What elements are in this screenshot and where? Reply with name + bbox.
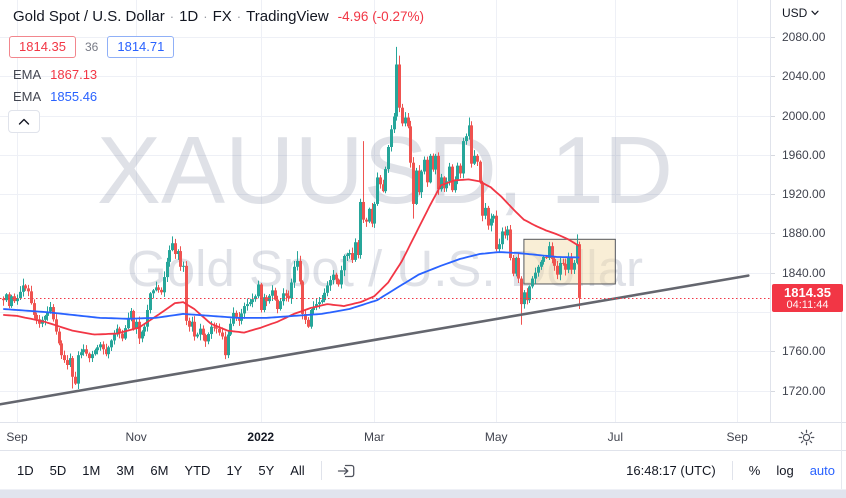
price-axis-label: 1920.00 bbox=[782, 187, 826, 202]
range-button-6m[interactable]: 6M bbox=[150, 463, 169, 478]
price-axis-label: 1880.00 bbox=[782, 226, 826, 241]
price-change: -4.96 (-0.27%) bbox=[337, 9, 424, 24]
time-axis[interactable]: Sep Nov 2022 Mar May Jul Sep bbox=[0, 422, 846, 451]
settings-sun-icon bbox=[798, 429, 814, 446]
price-tick bbox=[771, 37, 775, 38]
range-button-1m[interactable]: 1M bbox=[82, 463, 101, 478]
clock-utc[interactable]: 16:48:17 (UTC) bbox=[626, 463, 716, 478]
separator-dot: · bbox=[203, 9, 208, 24]
price-axis-label: 1720.00 bbox=[782, 383, 826, 398]
price-axis-label: 2080.00 bbox=[782, 30, 826, 44]
chevron-down-icon bbox=[811, 10, 819, 16]
price-tick bbox=[771, 273, 775, 274]
indicator-label: EMA bbox=[13, 67, 42, 82]
spread-value: 36 bbox=[85, 40, 99, 54]
toolbar-divider bbox=[731, 461, 733, 480]
range-button-5d[interactable]: 5D bbox=[49, 463, 67, 478]
price-axis-label: 2040.00 bbox=[782, 69, 826, 84]
last-price-tag: 1814.35 04:11:44 bbox=[772, 284, 843, 312]
trend-line[interactable] bbox=[0, 274, 750, 406]
range-button-1y[interactable]: 1Y bbox=[226, 463, 243, 478]
separator-dot: · bbox=[236, 9, 242, 24]
toolbar-divider bbox=[320, 461, 322, 480]
range-button-1d[interactable]: 1D bbox=[17, 463, 34, 478]
range-button-ytd[interactable]: YTD bbox=[184, 463, 211, 478]
price-tick bbox=[771, 116, 775, 117]
price-tick bbox=[771, 194, 775, 195]
indicator-value: 1855.46 bbox=[50, 89, 98, 104]
last-price-value: 1814.35 bbox=[784, 285, 831, 300]
bar-countdown: 04:11:44 bbox=[786, 299, 829, 311]
time-axis-label: May bbox=[484, 430, 508, 444]
exchange-label[interactable]: FX bbox=[212, 8, 232, 25]
window-edge-strip bbox=[0, 489, 846, 498]
bottom-toolbar: 1D 5D 1M 3M 6M YTD 1Y 5Y All 16:48:17 (UTC) % lo… bbox=[0, 450, 846, 490]
separator-dot: · bbox=[169, 9, 175, 24]
range-button-5y[interactable]: 5Y bbox=[258, 463, 275, 478]
axis-settings-button[interactable] bbox=[796, 428, 816, 447]
range-button-all[interactable]: All bbox=[290, 463, 305, 478]
price-tick bbox=[771, 155, 775, 156]
interval-label[interactable]: 1D bbox=[179, 8, 199, 25]
price-tick bbox=[771, 76, 775, 77]
collapse-legend-button[interactable] bbox=[8, 110, 40, 133]
ema-line-blue[interactable] bbox=[3, 251, 580, 320]
log-scale-button[interactable]: log bbox=[776, 463, 794, 478]
price-chart[interactable]: XAUUSD, 1D Gold Spot / U.S. Dollar bbox=[0, 0, 770, 422]
bid-ask-row: 1814.35 36 1814.71 bbox=[9, 36, 175, 58]
price-axis-label: 1840.00 bbox=[782, 265, 826, 280]
time-axis-label: Sep bbox=[6, 430, 28, 444]
price-axis-label: 2000.00 bbox=[782, 108, 826, 123]
bid-price-chip[interactable]: 1814.35 bbox=[9, 36, 76, 58]
indicator-row-ema-2[interactable]: EMA 1855.46 bbox=[13, 89, 97, 104]
price-tick bbox=[771, 351, 775, 352]
indicator-value: 1867.13 bbox=[50, 67, 98, 82]
price-tick bbox=[771, 233, 775, 234]
time-axis-label: Nov bbox=[125, 430, 147, 444]
indicator-row-ema-1[interactable]: EMA 1867.13 bbox=[13, 67, 97, 82]
go-to-date-button[interactable] bbox=[337, 462, 356, 480]
symbol-title[interactable]: Gold Spot / U.S. Dollar bbox=[13, 8, 165, 25]
price-axis[interactable]: USD 2080.00 2040.00 2000.00 1960.00 1920.00 1… bbox=[770, 0, 846, 422]
widget-right-edge bbox=[841, 0, 842, 489]
time-axis-label: Mar bbox=[363, 430, 385, 444]
time-axis-label: Sep bbox=[726, 430, 748, 444]
auto-scale-button[interactable]: auto bbox=[809, 463, 835, 478]
currency-label: USD bbox=[782, 6, 808, 20]
price-axis-label: 1760.00 bbox=[782, 344, 826, 359]
ask-price-chip[interactable]: 1814.71 bbox=[107, 36, 175, 58]
time-axis-label: 2022 bbox=[247, 430, 275, 444]
go-to-date-icon bbox=[337, 464, 355, 477]
price-axis-label: 1960.00 bbox=[782, 147, 826, 162]
chevron-up-icon bbox=[18, 118, 30, 125]
brand-label[interactable]: TradingView bbox=[246, 8, 329, 25]
indicator-label: EMA bbox=[13, 89, 42, 104]
price-tick bbox=[771, 391, 775, 392]
percent-scale-button[interactable]: % bbox=[748, 463, 761, 478]
time-axis-label: Jul bbox=[607, 430, 623, 444]
symbol-title-row: Gold Spot / U.S. Dollar · 1D · FX · Trad… bbox=[13, 8, 424, 25]
currency-dropdown[interactable]: USD bbox=[782, 6, 819, 20]
range-button-3m[interactable]: 3M bbox=[116, 463, 135, 478]
